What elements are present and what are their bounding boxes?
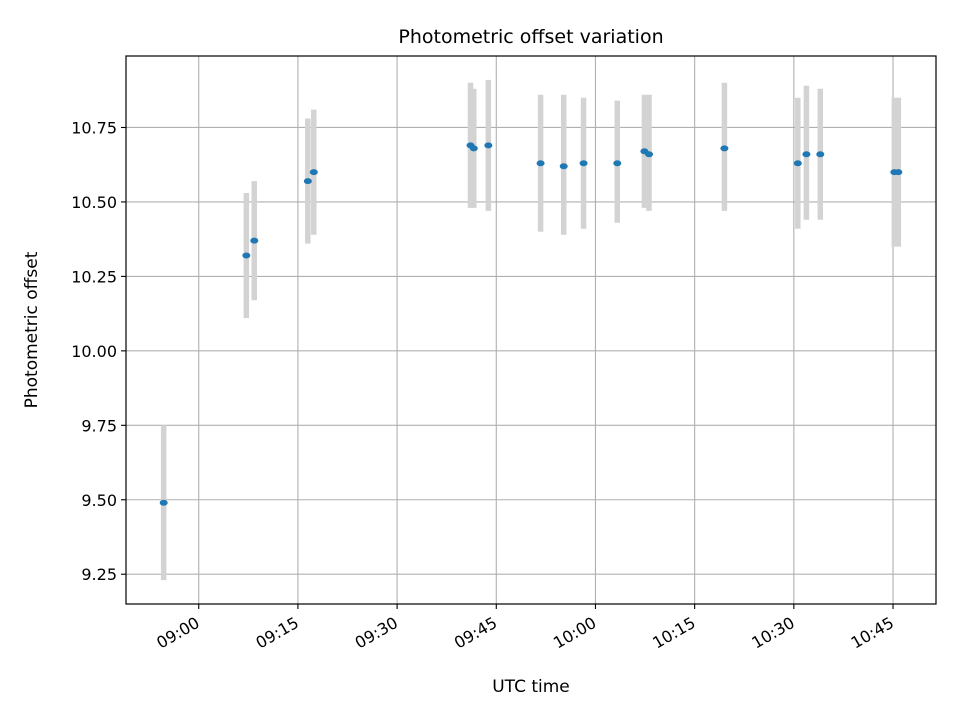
grid-lines <box>126 56 936 604</box>
data-point-6 <box>469 145 478 152</box>
data-points <box>159 142 903 506</box>
data-point-0 <box>159 499 168 506</box>
y-tick-label-4: 10.25 <box>71 267 117 286</box>
y-tick-label-3: 10.00 <box>71 342 117 361</box>
data-point-1 <box>242 252 251 259</box>
data-point-2 <box>250 237 259 244</box>
data-point-17 <box>816 151 825 158</box>
data-point-3 <box>303 178 312 185</box>
chart-title: Photometric offset variation <box>398 26 663 48</box>
data-point-8 <box>536 160 545 167</box>
data-point-4 <box>309 169 318 176</box>
x-axis-title: UTC time <box>492 677 570 697</box>
data-point-13 <box>645 151 654 158</box>
y-tick-label-0: 9.25 <box>81 565 117 584</box>
data-point-9 <box>559 163 568 170</box>
y-tick-label-2: 9.75 <box>81 416 117 435</box>
data-point-11 <box>613 160 622 167</box>
y-axis-title: Photometric offset <box>22 251 42 408</box>
data-point-16 <box>802 151 811 158</box>
data-point-15 <box>793 160 802 167</box>
data-point-7 <box>484 142 493 149</box>
data-point-10 <box>579 160 588 167</box>
y-tick-label-5: 10.50 <box>71 193 117 212</box>
data-point-14 <box>720 145 729 152</box>
data-point-19 <box>894 169 903 176</box>
plot-frame <box>125 55 937 605</box>
y-tick-label-6: 10.75 <box>71 118 117 137</box>
y-tick-label-1: 9.50 <box>81 491 117 510</box>
